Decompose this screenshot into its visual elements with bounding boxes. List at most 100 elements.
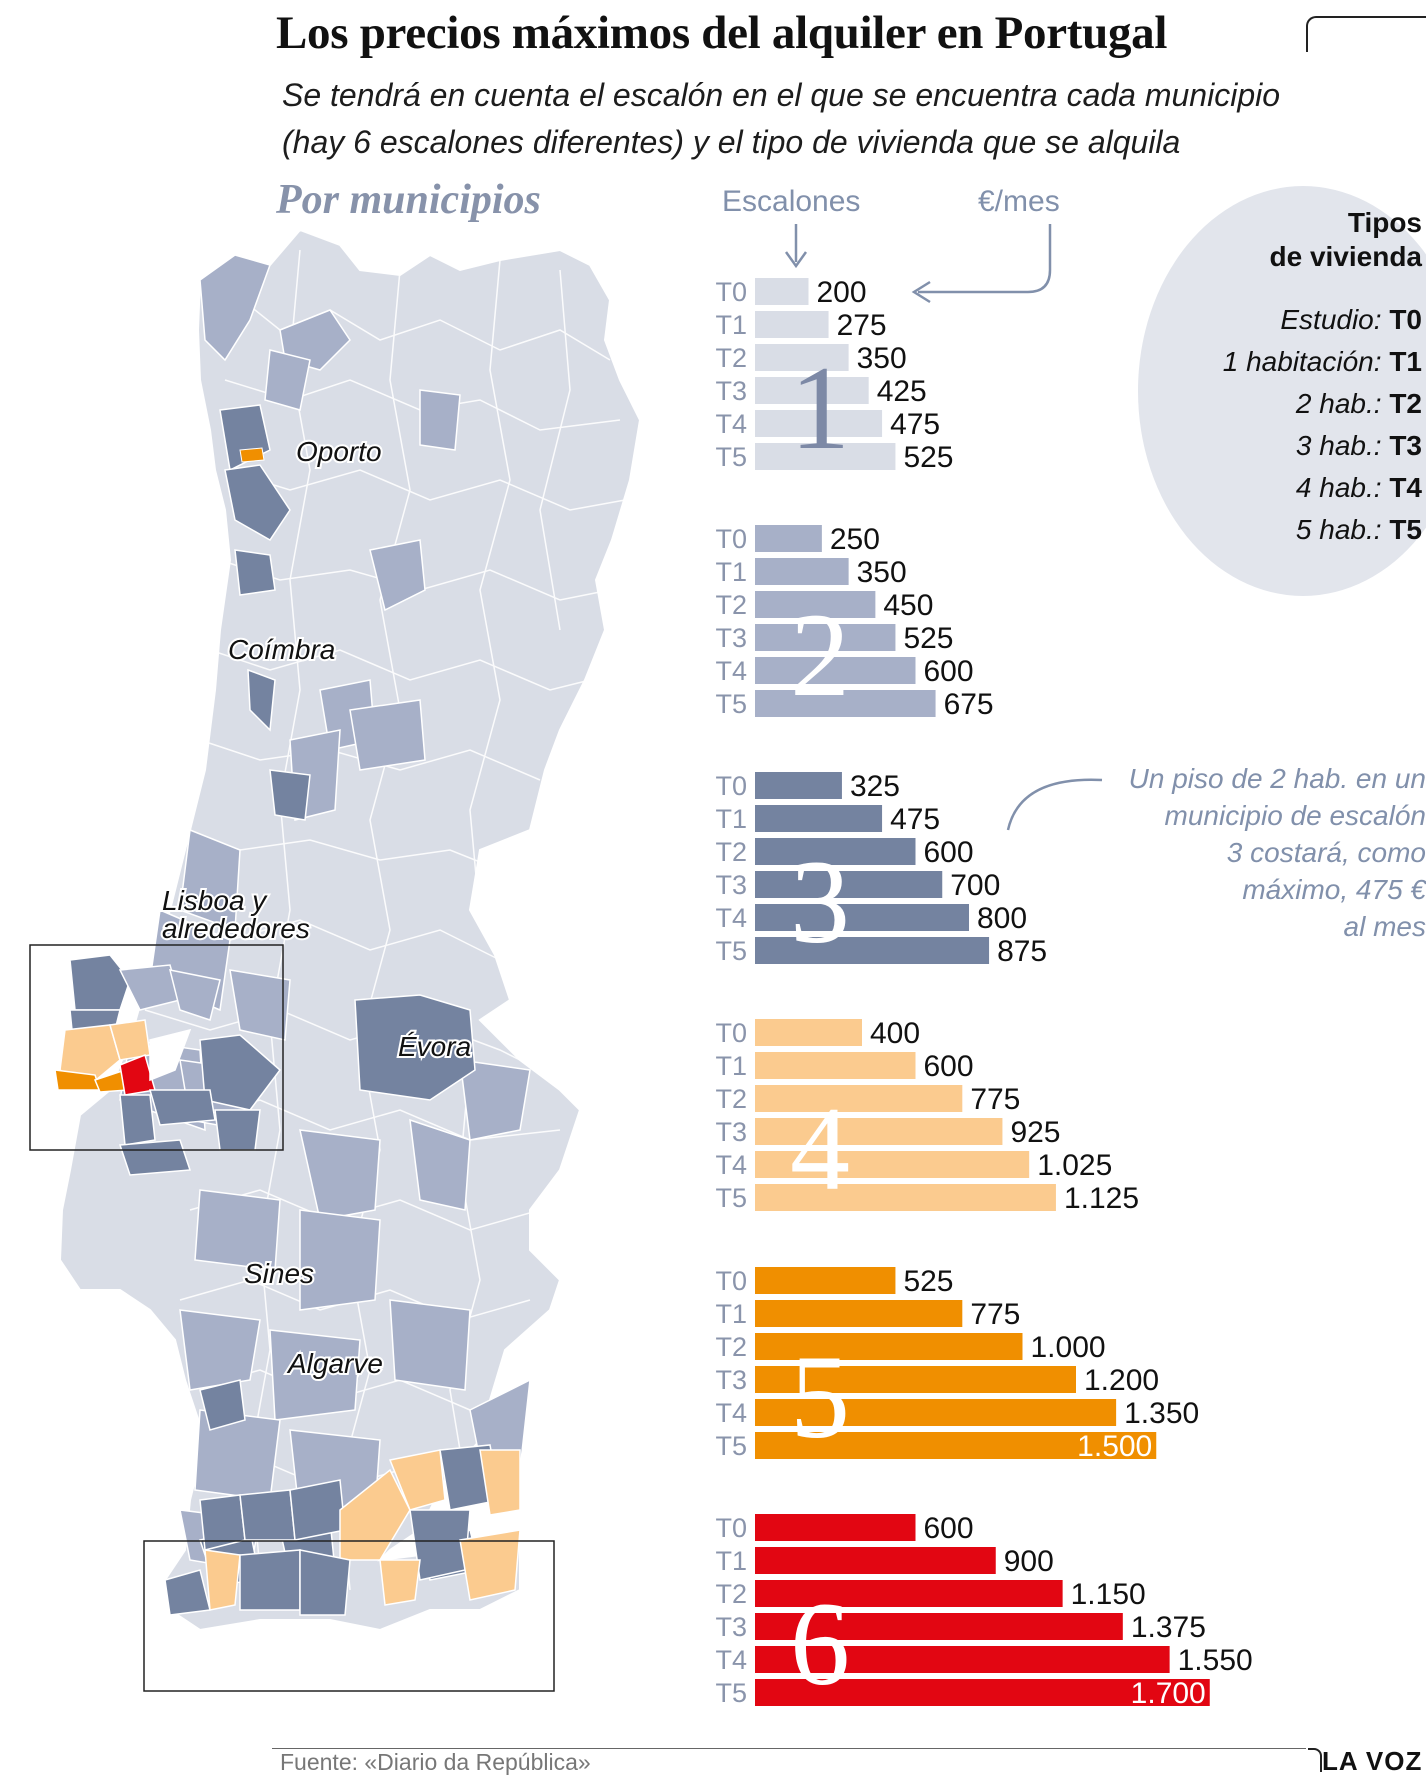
- category-label-tier-3-t4: T4: [715, 903, 747, 933]
- legend-title-line-2: de vivienda: [1269, 241, 1422, 272]
- value-label-tier-1-t4: 475: [890, 408, 940, 441]
- map-label-oporto: Oporto: [296, 436, 382, 467]
- subtitle-line-1: Se tendrá en cuenta el escalón en el que…: [282, 77, 1281, 113]
- value-label-tier-2-t1: 350: [857, 556, 907, 589]
- category-label-tier-1-t1: T1: [715, 310, 747, 340]
- bar-tier-6-t1: [755, 1547, 996, 1574]
- category-label-tier-6-t1: T1: [715, 1546, 747, 1576]
- tier-1-group: T0 200 T1 275 T2 350 T3 425 T4 475 T5 525 1: [715, 276, 953, 474]
- legend-title-line-1: Tipos: [1347, 207, 1422, 238]
- bar-tier-3-t2: [755, 838, 916, 865]
- tier-2-group: T0 250 T1 350 T2 450 T3 525 T4 600 T5 675 2: [715, 523, 993, 721]
- value-label-tier-6-t2: 1.150: [1071, 1578, 1146, 1611]
- bar-tier-4-t4: [755, 1151, 1030, 1178]
- category-label-tier-2-t0: T0: [715, 524, 747, 554]
- brand-logo: LA VOZ: [1322, 1746, 1423, 1776]
- annotation-line-5: al mes: [1343, 911, 1426, 942]
- value-label-tier-5-t4: 1.350: [1124, 1397, 1199, 1430]
- bar-tier-6-t4: [755, 1646, 1170, 1673]
- category-label-tier-2-t2: T2: [715, 590, 747, 620]
- map-oporto-tier-5: [239, 447, 265, 463]
- bar-tier-2-t2: [755, 591, 876, 618]
- tier-number-1: 1: [790, 341, 850, 474]
- category-label-tier-3-t3: T3: [715, 870, 747, 900]
- map-inset-algarve: [143, 1540, 555, 1692]
- bar-tier-3-t1: [755, 805, 883, 832]
- value-label-tier-3-t4: 800: [977, 902, 1027, 935]
- bar-tier-1-t3: [755, 377, 869, 404]
- subtitle-line-2: (hay 6 escalones diferentes) y el tipo d…: [282, 124, 1181, 160]
- value-label-tier-1-t1: 275: [837, 309, 887, 342]
- annotation-line-4: máximo, 475 €: [1242, 874, 1426, 905]
- bar-tier-2-t1: [755, 558, 849, 585]
- value-label-tier-5-t3: 1.200: [1084, 1364, 1159, 1397]
- value-label-tier-3-t2: 600: [924, 836, 974, 869]
- tier-4-group: T0 400 T1 600 T2 775 T3 925 T4 1.025 T5 1.125 4: [715, 1017, 1139, 1215]
- category-label-tier-3-t0: T0: [715, 771, 747, 801]
- map-label-evora: Évora: [398, 1031, 471, 1062]
- legend-row-t1: 1 habitación: T1: [1222, 346, 1422, 377]
- bar-tier-4-t2: [755, 1085, 963, 1112]
- tier-6-group: T0 600 T1 900 T2 1.150 T3 1.375 T4 1.550 T5 1.700 6: [715, 1512, 1252, 1710]
- annotation-line-1: Un piso de 2 hab. en un: [1128, 763, 1426, 794]
- category-label-tier-4-t2: T2: [715, 1084, 747, 1114]
- category-label-tier-2-t1: T1: [715, 557, 747, 587]
- category-label-tier-2-t4: T4: [715, 656, 747, 686]
- tier-number-5: 5: [790, 1330, 850, 1463]
- bar-tier-4-t3: [755, 1118, 1003, 1145]
- map-label-sines: Sines: [244, 1258, 314, 1289]
- legend-row-t2: 2 hab.: T2: [1295, 388, 1422, 419]
- bar-tier-2-t0: [755, 525, 822, 552]
- value-label-tier-4-t0: 400: [870, 1017, 920, 1050]
- bar-tier-2-t3: [755, 624, 896, 651]
- value-label-tier-5-t1: 775: [970, 1298, 1020, 1331]
- tier-number-2: 2: [790, 588, 850, 721]
- bar-tier-5-t0: [755, 1267, 896, 1294]
- value-label-tier-1-t5: 525: [903, 441, 953, 474]
- axis-pointer-arrows: [784, 224, 1103, 831]
- brand-corner-rule: [1308, 1748, 1322, 1772]
- category-label-tier-1-t5: T5: [715, 442, 747, 472]
- bar-tier-4-t0: [755, 1019, 862, 1046]
- category-label-tier-5-t5: T5: [715, 1431, 747, 1461]
- housing-types-legend-circle: [1138, 186, 1426, 596]
- category-label-tier-6-t0: T0: [715, 1513, 747, 1543]
- category-label-tier-2-t3: T3: [715, 623, 747, 653]
- bar-tier-5-t4: [755, 1399, 1117, 1426]
- bar-tier-3-t4: [755, 904, 969, 931]
- legend-row-t4: 4 hab.: T4: [1295, 472, 1422, 503]
- category-label-tier-1-t3: T3: [715, 376, 747, 406]
- bar-tier-2-t4: [755, 657, 916, 684]
- annotation-line-3: 3 costará, como: [1226, 837, 1426, 868]
- escalones-axis-label: Escalones: [722, 185, 860, 218]
- bar-tier-1-t2: [755, 344, 849, 371]
- category-label-tier-4-t4: T4: [715, 1150, 747, 1180]
- bar-tier-6-t3: [755, 1613, 1123, 1640]
- annotation-line-2: municipio de escalón: [1164, 800, 1426, 831]
- category-label-tier-4-t0: T0: [715, 1018, 747, 1048]
- title-corner-rule: [1306, 16, 1426, 52]
- tier-number-6: 6: [790, 1577, 850, 1710]
- housing-types-legend-title: Tipos de vivienda: [1150, 206, 1422, 274]
- value-label-tier-3-t0: 325: [850, 770, 900, 803]
- category-label-tier-1-t4: T4: [715, 409, 747, 439]
- tier-number-4: 4: [790, 1082, 850, 1215]
- category-label-tier-3-t5: T5: [715, 936, 747, 966]
- value-label-tier-4-t1: 600: [924, 1050, 974, 1083]
- bar-tier-4-t5: [755, 1184, 1056, 1211]
- category-label-tier-6-t5: T5: [715, 1678, 747, 1708]
- value-label-tier-6-t0: 600: [924, 1512, 974, 1545]
- category-label-tier-6-t4: T4: [715, 1645, 747, 1675]
- bar-tier-5-t5: [755, 1432, 1157, 1459]
- category-label-tier-5-t1: T1: [715, 1299, 747, 1329]
- chart-subtitle: Se tendrá en cuenta el escalón en el que…: [282, 72, 1402, 166]
- value-label-tier-3-t5: 875: [997, 935, 1047, 968]
- value-label-tier-4-t5: 1.125: [1064, 1182, 1139, 1215]
- value-label-tier-2-t2: 450: [883, 589, 933, 622]
- value-label-tier-5-t0: 525: [903, 1265, 953, 1298]
- category-label-tier-4-t3: T3: [715, 1117, 747, 1147]
- value-label-tier-5-t5: 1.500: [1077, 1430, 1152, 1463]
- legend-row-t0: Estudio: T0: [1280, 304, 1422, 335]
- map-algarve-area: [164, 1444, 521, 1616]
- category-label-tier-2-t5: T5: [715, 689, 747, 719]
